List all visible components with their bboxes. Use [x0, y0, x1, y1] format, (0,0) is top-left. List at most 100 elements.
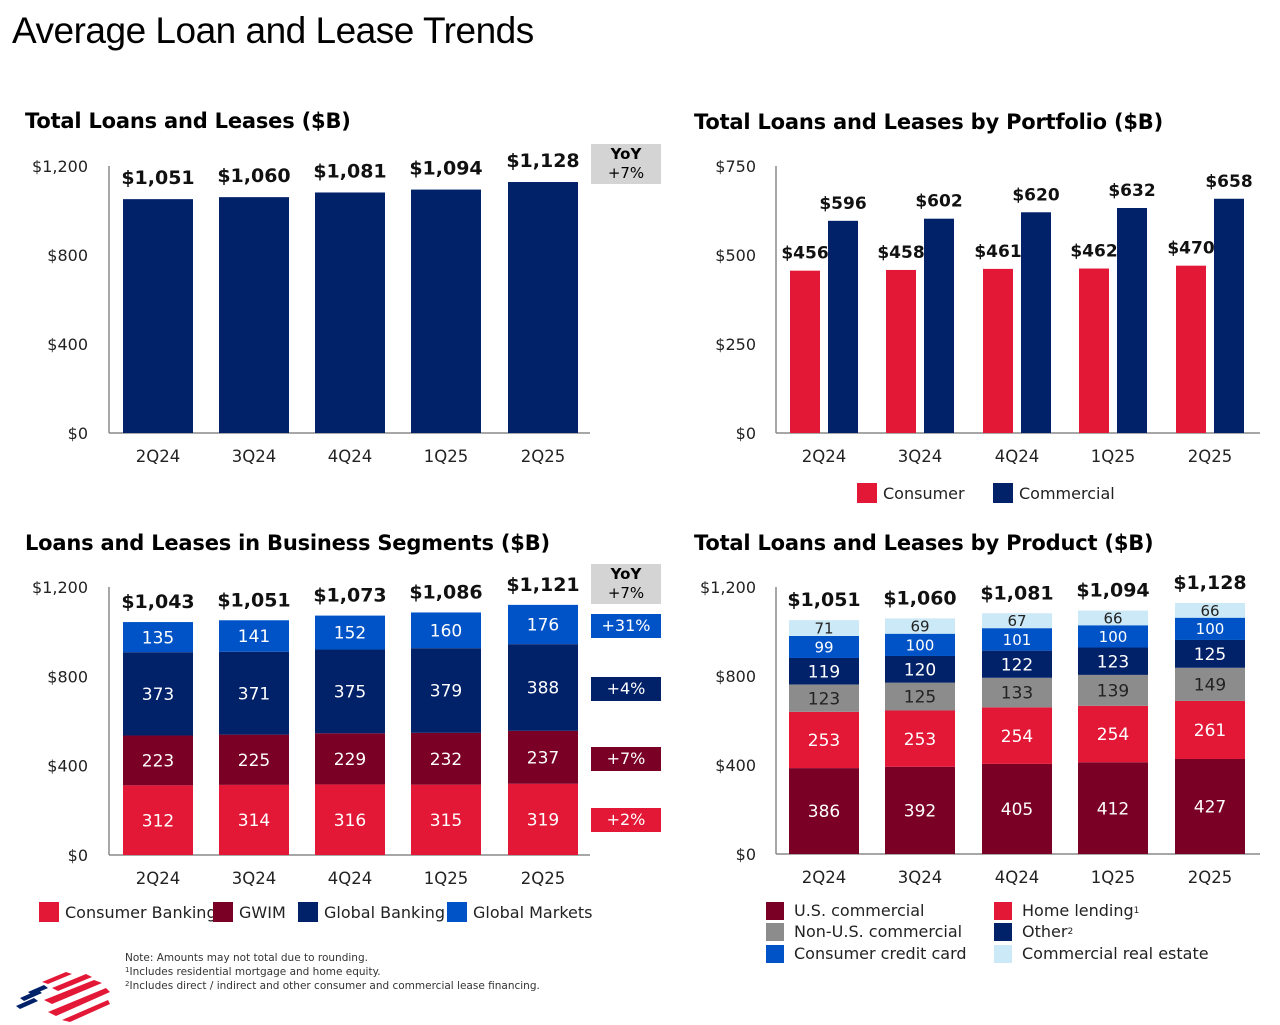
- legend-swatch: [994, 922, 1012, 941]
- footnote-mark: 1: [1133, 905, 1140, 916]
- segment-data-label: 261: [1194, 721, 1226, 741]
- y-tick-label: $0: [736, 424, 756, 443]
- legend-label: Consumer credit card: [794, 944, 967, 963]
- bar-segment-consumer-banking: [219, 784, 289, 855]
- segment-data-label: 160: [430, 621, 462, 641]
- bar-segment-global-banking: [123, 652, 193, 736]
- footnote-2: 2Includes direct / indirect and other co…: [125, 980, 540, 992]
- segment-data-label: 405: [1001, 800, 1033, 820]
- bar-data-label: $1,060: [217, 165, 290, 187]
- bar-total-label: $1,081: [980, 582, 1053, 604]
- y-tick-label: $750: [715, 157, 756, 176]
- bar-segment-non-u-s-commercial: [1175, 667, 1245, 701]
- bar-segment-gwim: [411, 732, 481, 785]
- bar-segment-non-u-s-commercial: [1078, 674, 1148, 706]
- x-tick-label: 1Q25: [1091, 868, 1135, 887]
- x-tick-label: 1Q25: [1091, 447, 1135, 466]
- bar-segment-consumer-credit-card: [1078, 625, 1148, 648]
- y-tick-label: $400: [715, 756, 756, 775]
- y-tick-label: $0: [68, 846, 88, 865]
- bar-segment-consumer-credit-card: [982, 628, 1052, 651]
- segment-data-label: 314: [238, 811, 270, 831]
- legend-item-other: Other 2: [994, 922, 1073, 941]
- segment-data-label: 375: [334, 683, 366, 703]
- bar-segment-non-u-s-commercial: [885, 682, 955, 711]
- bar: [123, 199, 193, 433]
- bar-data-label: $461: [974, 242, 1021, 262]
- segment-data-label: 71: [814, 619, 833, 637]
- segment-data-label: 373: [142, 685, 174, 705]
- x-tick-label: 4Q24: [995, 868, 1039, 887]
- chart-title-segments: Loans and Leases in Business Segments ($…: [25, 531, 550, 555]
- segment-data-label: 66: [1103, 609, 1122, 627]
- x-tick-label: 2Q24: [802, 868, 846, 887]
- segment-data-label: 237: [527, 748, 559, 768]
- bar-data-label: $1,081: [313, 160, 386, 182]
- page-title: Average Loan and Lease Trends: [12, 10, 534, 51]
- bar-segment-other: [982, 650, 1052, 678]
- legend-swatch: [994, 944, 1012, 963]
- bar-data-label: $1,051: [121, 167, 194, 189]
- segment-data-label: 319: [527, 810, 559, 830]
- segment-data-label: 69: [910, 617, 929, 635]
- bar-total-label: $1,094: [1076, 580, 1149, 602]
- legend-item-us-commercial: U.S. commercial: [766, 901, 924, 920]
- bar-total-label: $1,051: [217, 589, 290, 611]
- segment-data-label: 223: [142, 752, 174, 772]
- legend-item-consumer: Consumer: [857, 483, 965, 503]
- segment-data-label: 119: [808, 662, 840, 682]
- x-tick-label: 2Q24: [136, 869, 180, 888]
- bar-segment-global-markets: [315, 615, 385, 650]
- yoy-value: +7%: [607, 584, 645, 602]
- yoy-label: YoY: [610, 145, 642, 163]
- footnotes: Note: Amounts may not total due to round…: [125, 951, 540, 993]
- bar-total-label: $1,121: [506, 574, 579, 596]
- bar: [315, 192, 385, 433]
- segment-data-label: 139: [1097, 681, 1129, 701]
- legend-swatch: [298, 902, 318, 922]
- legend-label: Home lending: [1022, 901, 1134, 920]
- segment-data-label: 122: [1001, 655, 1033, 675]
- legend-item-commercial-real-estate: Commercial real estate: [994, 944, 1209, 963]
- legend-swatch: [213, 902, 233, 922]
- bar-segment-u-s-commercial: [982, 763, 1052, 854]
- bar-total-label: $1,043: [121, 591, 194, 613]
- legend-item-commercial: Commercial: [993, 483, 1115, 503]
- segment-data-label: 101: [1003, 631, 1032, 649]
- segment-data-label: 99: [814, 638, 833, 656]
- bar-segment-home-lending: [982, 707, 1052, 764]
- y-tick-label: $0: [68, 424, 88, 443]
- segment-data-label: 66: [1200, 602, 1219, 620]
- footnote-mark: 2: [1067, 926, 1074, 937]
- legend-swatch: [39, 902, 59, 922]
- bar-segment-home-lending: [789, 711, 859, 769]
- bar-segment-global-banking: [315, 649, 385, 734]
- bar-segment-commercial-real-estate: [885, 618, 955, 634]
- bar: [219, 197, 289, 433]
- bar-total-label: $1,073: [313, 585, 386, 607]
- legend-label: Global Banking: [324, 902, 446, 922]
- legend-swatch: [766, 944, 784, 963]
- bar-segment-gwim: [123, 735, 193, 786]
- segment-data-label: 141: [238, 627, 270, 647]
- bar-data-label: $462: [1070, 242, 1117, 262]
- segment-data-label: 123: [808, 689, 840, 709]
- bar-data-label: $470: [1167, 239, 1214, 259]
- segment-data-label: 133: [1001, 684, 1033, 704]
- legend-item-consumer-credit-card: Consumer credit card: [766, 944, 967, 963]
- bar-segment-global-markets: [411, 612, 481, 649]
- y-tick-label: $1,200: [700, 578, 756, 597]
- segment-data-label: 253: [904, 730, 936, 750]
- x-tick-label: 2Q24: [136, 447, 180, 466]
- bar-segment-u-s-commercial: [885, 766, 955, 854]
- segment-data-label: 427: [1194, 798, 1226, 818]
- x-tick-label: 4Q24: [995, 447, 1039, 466]
- y-tick-label: $1,200: [32, 578, 88, 597]
- legend-label: Commercial real estate: [1022, 944, 1209, 963]
- yoy-global-banking: +4%: [591, 677, 661, 701]
- legend-label: Commercial: [1019, 483, 1115, 503]
- legend-swatch: [766, 922, 784, 941]
- bar-data-label: $658: [1205, 172, 1252, 192]
- segment-data-label: 152: [334, 624, 366, 644]
- legend-swatch: [994, 901, 1012, 920]
